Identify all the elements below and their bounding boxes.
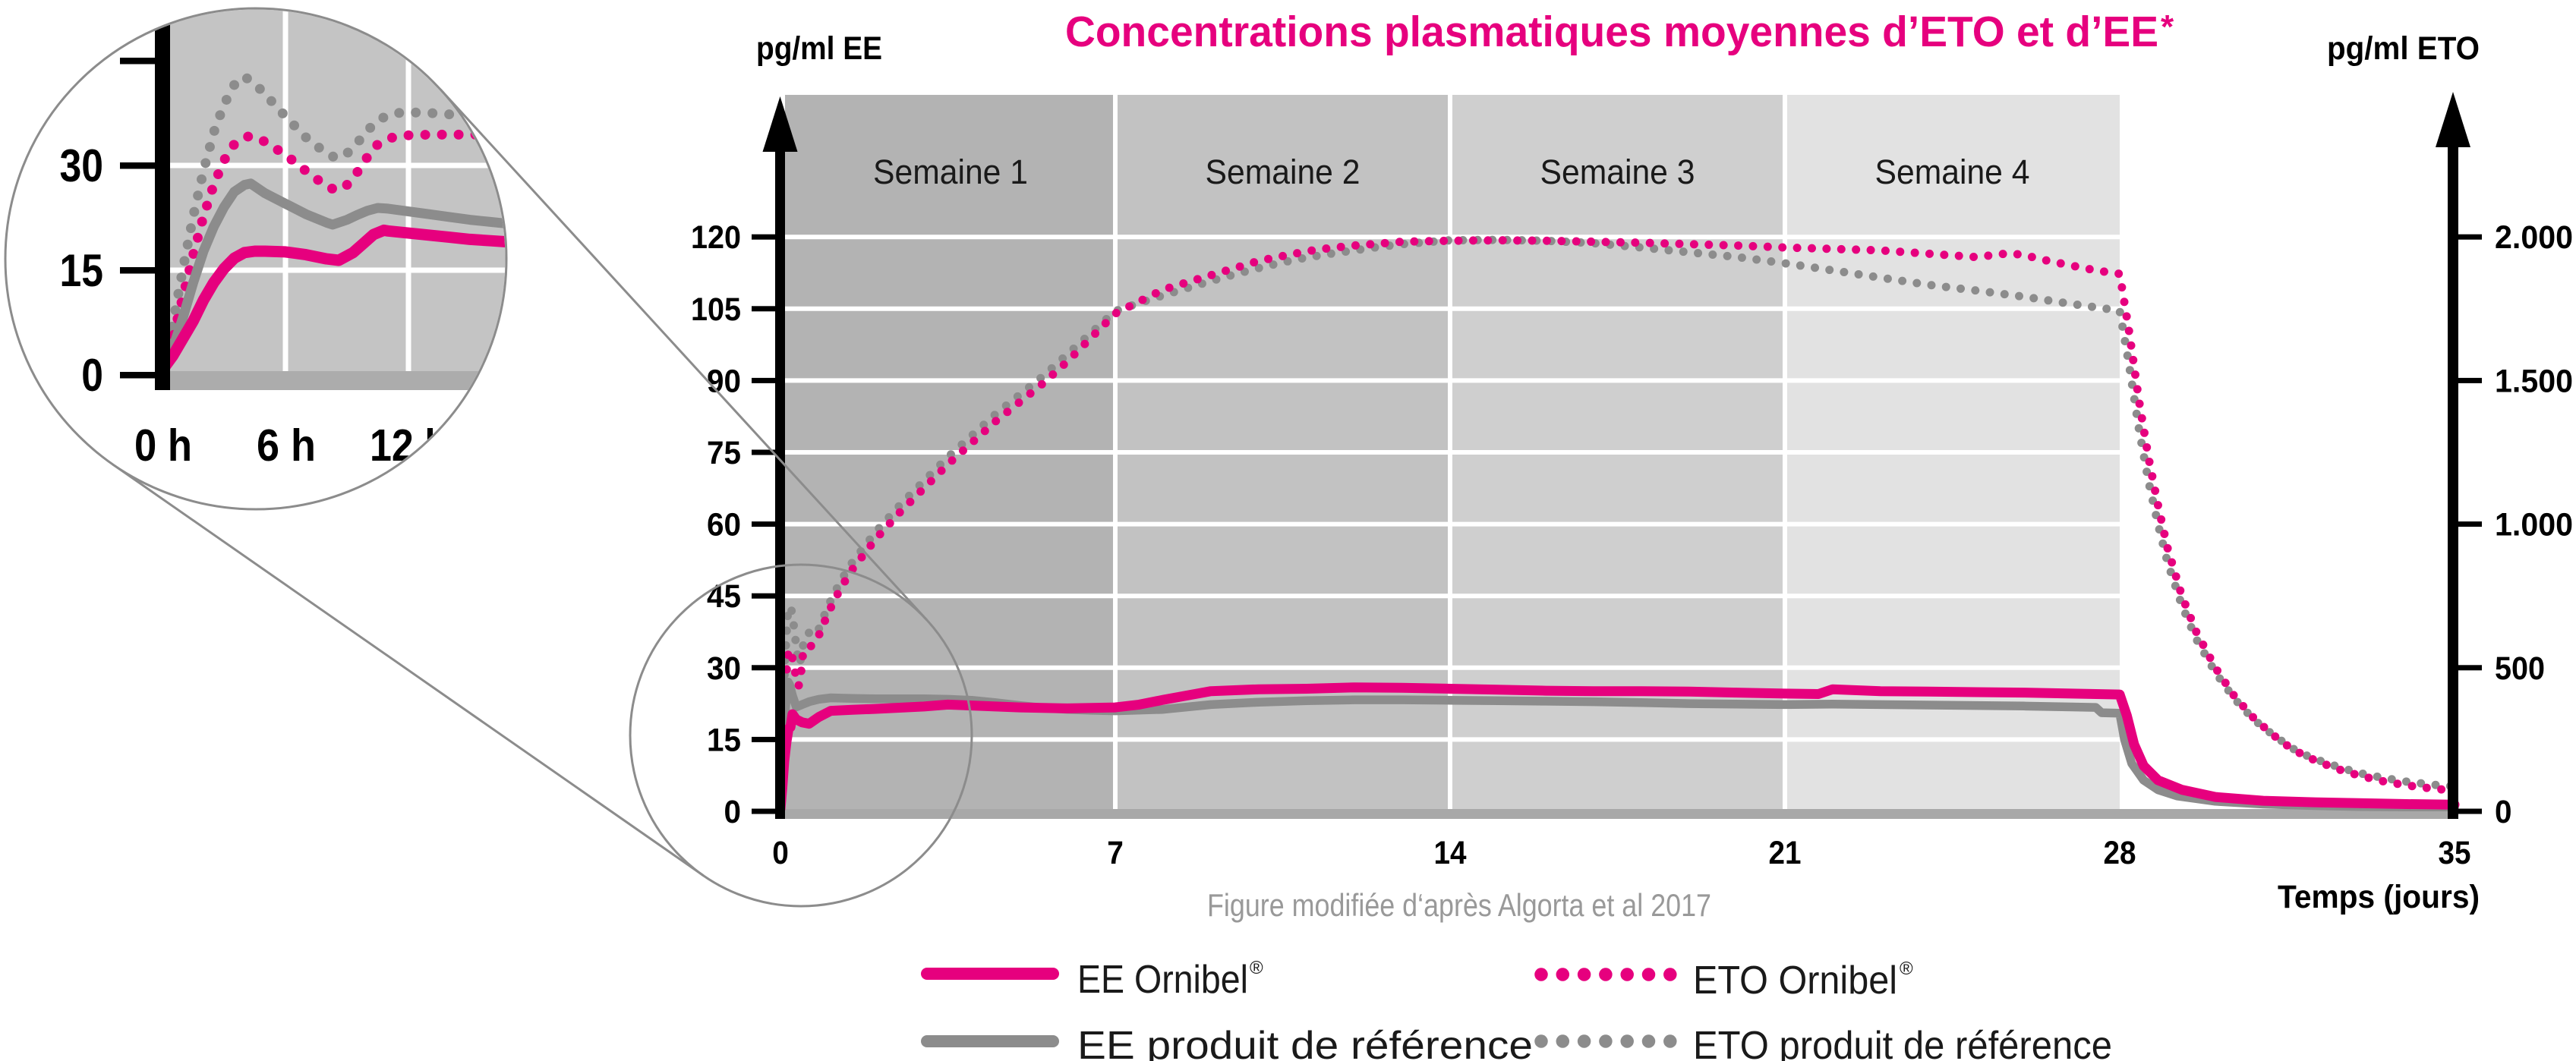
svg-text:0: 0 [772, 835, 789, 871]
svg-text:pg/ml ETO: pg/ml ETO [2327, 30, 2480, 67]
svg-text:105: 105 [691, 291, 741, 328]
svg-text:15: 15 [60, 245, 104, 296]
svg-text:Concentrations plasmatiques mo: Concentrations plasmatiques moyennes d’E… [1065, 8, 2158, 56]
svg-text:Temps (jours): Temps (jours) [2278, 879, 2480, 915]
svg-text:2.000: 2.000 [2495, 219, 2573, 256]
svg-text:6 h: 6 h [257, 420, 316, 471]
svg-text:60: 60 [707, 507, 741, 543]
svg-text:120: 120 [691, 219, 741, 256]
svg-text:28: 28 [2104, 835, 2136, 871]
svg-text:90: 90 [707, 363, 741, 399]
svg-text:7: 7 [1107, 835, 1124, 871]
svg-text:ETO Ornibel: ETO Ornibel [1693, 959, 1897, 1003]
svg-text:Semaine 3: Semaine 3 [1540, 153, 1695, 191]
svg-text:*: * [2161, 8, 2174, 46]
svg-text:Semaine 2: Semaine 2 [1206, 153, 1361, 191]
svg-text:0: 0 [724, 794, 742, 830]
svg-text:0 h: 0 h [134, 420, 192, 471]
svg-text:ETO produit de référence: ETO produit de référence [1693, 1024, 2112, 1061]
svg-text:EE Ornibel: EE Ornibel [1077, 958, 1248, 1002]
svg-text:Semaine 1: Semaine 1 [873, 153, 1028, 191]
svg-text:21: 21 [1769, 835, 1802, 871]
svg-text:1.500: 1.500 [2495, 363, 2573, 399]
svg-text:0: 0 [2495, 794, 2512, 830]
svg-text:Figure modifiée d‘après Algort: Figure modifiée d‘après Algorta et al 20… [1207, 887, 1711, 923]
svg-text:35: 35 [2439, 835, 2471, 871]
svg-text:30: 30 [60, 140, 104, 191]
svg-text:30: 30 [707, 650, 741, 687]
svg-text:15: 15 [707, 722, 741, 758]
svg-text:500: 500 [2495, 650, 2545, 687]
svg-text:pg/ml EE: pg/ml EE [756, 30, 882, 67]
svg-text:1.000: 1.000 [2495, 507, 2573, 543]
svg-text:45: 45 [707, 578, 741, 615]
svg-text:®: ® [1900, 959, 1913, 979]
svg-text:EE produit de référence: EE produit de référence [1077, 1024, 1533, 1061]
svg-text:Semaine 4: Semaine 4 [1875, 153, 2030, 191]
svg-text:®: ® [1250, 958, 1263, 978]
svg-text:0: 0 [81, 350, 103, 401]
svg-text:14: 14 [1434, 835, 1467, 871]
svg-text:75: 75 [707, 435, 741, 471]
